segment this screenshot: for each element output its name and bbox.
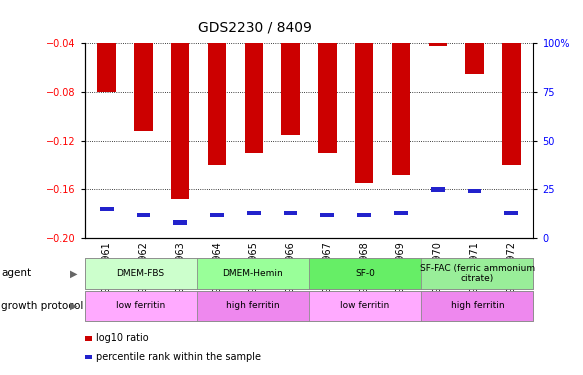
Bar <box>284 211 297 215</box>
Bar <box>502 43 521 165</box>
Bar <box>318 43 336 153</box>
Bar <box>465 43 484 74</box>
Text: SF-0: SF-0 <box>355 269 375 278</box>
Bar <box>321 213 334 217</box>
Bar <box>100 207 114 211</box>
Text: high ferritin: high ferritin <box>226 302 280 310</box>
Bar <box>210 213 224 217</box>
Bar <box>355 43 373 183</box>
Bar <box>282 43 300 135</box>
Bar <box>468 189 482 194</box>
Bar <box>394 211 408 215</box>
Text: DMEM-Hemin: DMEM-Hemin <box>223 269 283 278</box>
Text: ▶: ▶ <box>71 301 78 311</box>
Bar <box>504 211 518 215</box>
Text: high ferritin: high ferritin <box>451 302 504 310</box>
Bar <box>245 43 263 153</box>
Bar <box>173 220 187 225</box>
Text: low ferritin: low ferritin <box>116 302 165 310</box>
Bar <box>171 43 189 199</box>
Text: SF-FAC (ferric ammonium
citrate): SF-FAC (ferric ammonium citrate) <box>420 264 535 283</box>
Bar <box>357 213 371 217</box>
Bar <box>429 43 447 46</box>
Text: ▶: ▶ <box>71 268 78 278</box>
Bar <box>134 43 153 131</box>
Text: GDS2230 / 8409: GDS2230 / 8409 <box>198 21 312 34</box>
Text: growth protocol: growth protocol <box>1 301 83 311</box>
Bar <box>431 187 445 192</box>
Bar <box>97 43 116 92</box>
Text: agent: agent <box>1 268 31 278</box>
Text: low ferritin: low ferritin <box>340 302 389 310</box>
Text: log10 ratio: log10 ratio <box>96 333 149 343</box>
Bar <box>392 43 410 175</box>
Bar <box>208 43 226 165</box>
Text: DMEM-FBS: DMEM-FBS <box>117 269 165 278</box>
Bar <box>247 211 261 215</box>
Text: percentile rank within the sample: percentile rank within the sample <box>96 352 261 362</box>
Bar <box>136 213 150 217</box>
